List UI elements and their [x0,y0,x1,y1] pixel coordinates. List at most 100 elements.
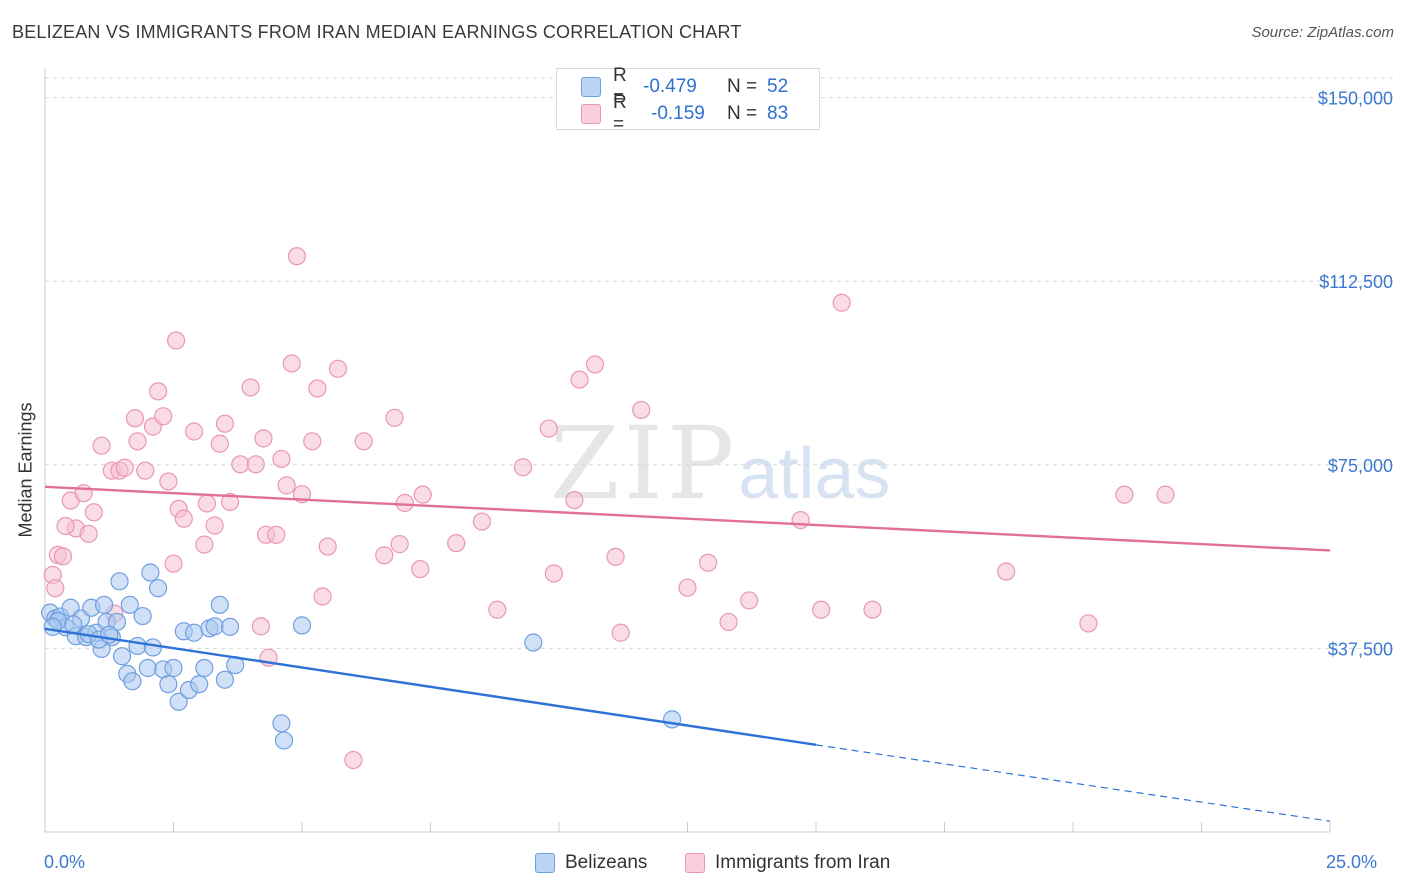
y-tick-label: $112,500 [1319,272,1393,292]
legend-item-belizeans[interactable]: Belizeans [535,852,647,874]
iran-point [832,293,851,312]
pink-swatch [685,853,705,873]
belizean-point [215,670,234,689]
axes [44,68,1331,833]
legend-row-iran: R = -0.159 N = 83 [581,92,789,135]
chart-title: BELIZEAN VS IMMIGRANTS FROM IRAN MEDIAN … [12,22,742,42]
r-value: -0.159 [651,103,705,124]
belizean-point [292,616,312,635]
iran-point [997,562,1016,581]
iran-point [282,354,301,373]
iran-point [84,503,103,522]
iran-point [1156,485,1175,504]
iran-point [328,359,348,378]
iran-point [488,600,507,619]
iran-point [447,534,466,553]
iran-point [53,547,73,566]
iran-point [308,379,327,398]
n-value: 83 [767,103,789,124]
iran-point [164,554,183,573]
iran-point [154,407,173,426]
iran-point [215,414,234,433]
n-label: N = [727,103,758,124]
iran-point [241,378,260,397]
iran-point [570,370,589,389]
pink-swatch [581,104,601,124]
correlation-legend: R = -0.479 N = 52 R = -0.159 N = 83 [556,65,820,135]
y-tick-label: $37,500 [1328,639,1393,659]
y-tick-label: $150,000 [1318,89,1393,109]
iran-point [254,429,273,448]
series-legend: Belizeans Immigrants from Iran [0,852,1406,878]
iran-point [632,400,651,420]
belizean-point [524,633,543,652]
legend-label: Immigrants from Iran [715,852,891,873]
iran-points [43,247,1175,770]
iran-point [411,559,430,579]
iran-point [472,512,491,531]
iran-point [354,432,373,451]
iran-point [606,547,625,566]
blue-swatch [535,853,555,873]
belizean-point [169,692,188,711]
belizean-point [272,714,291,733]
iran-point [231,455,250,474]
iran-point [395,493,414,513]
iran-point [585,355,605,374]
y-tick-label: $75,000 [1328,456,1393,476]
legend-label: Belizeans [565,852,648,873]
belizean-point [112,647,132,666]
belizean-point [123,672,142,691]
iran-point [678,578,697,597]
iran-point [79,524,98,543]
gridlines [45,77,1395,649]
legend-item-iran[interactable]: Immigrants from Iran [685,852,890,874]
iran-point [565,490,584,510]
iran-point [390,535,409,554]
belizean-point [110,572,129,591]
belizean-point [64,615,83,634]
iran-point [313,587,332,606]
iran-point [611,623,630,642]
belizean-point [190,675,209,694]
belizean-trend-extension [815,744,1331,822]
n-value: 52 [767,76,789,97]
x-tick-max: 25.0% [1326,852,1378,872]
iran-point [184,422,204,441]
iran-point [210,434,229,453]
blue-swatch [581,77,601,97]
iran-point [385,408,404,427]
y-axis-label: Median Earnings [15,402,36,538]
iran-point [195,535,214,554]
belizean-point [184,623,204,642]
iran-trend-line [44,485,1331,552]
source-credit[interactable]: Source: ZipAtlas.com [1251,24,1394,41]
iran-point [544,564,563,583]
iran-point [413,485,432,504]
belizean-point [274,731,294,750]
belizean-point [143,638,163,657]
belizean-point [148,579,168,598]
legend-row-belizeans: R = -0.479 N = 52 [581,65,789,108]
iran-point [246,455,265,474]
iran-point [791,511,810,530]
iran-point [277,476,296,495]
iran-point [125,409,145,428]
iran-point [251,617,270,636]
x-tick-min: 0.0% [44,852,86,872]
belizean-point [205,617,224,636]
r-label: R = [613,92,627,135]
iran-point [698,553,718,572]
iran-point [267,525,286,544]
belizean-points [41,563,682,750]
belizean-point [141,563,160,582]
iran-point [1115,485,1134,504]
iran-point [539,419,558,438]
r-value: -0.479 [643,76,697,97]
belizean-point [133,606,152,626]
belizean-point [164,658,183,678]
n-label: N = [727,76,758,97]
trend-lines [44,485,1331,822]
iran-point [740,591,759,610]
iran-point [166,331,186,350]
